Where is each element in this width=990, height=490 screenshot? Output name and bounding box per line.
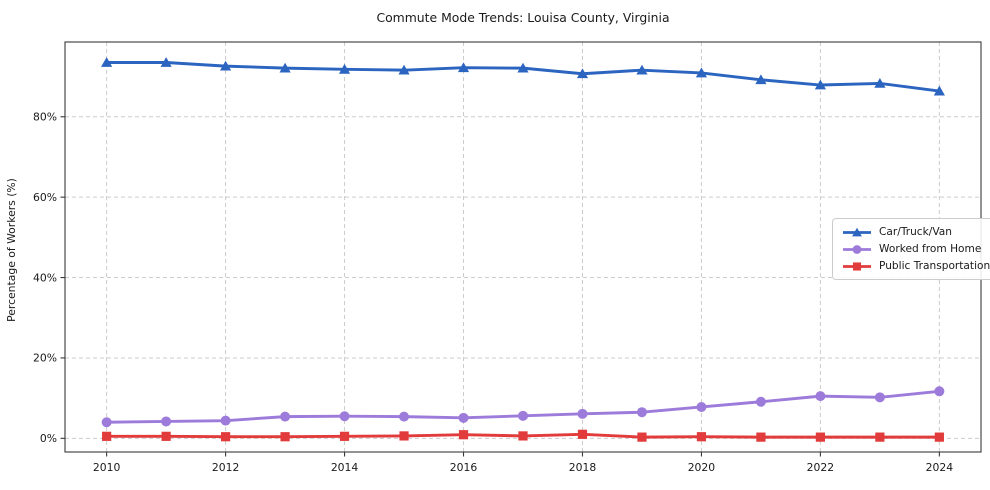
triangle-legend-sample-icon [843, 227, 871, 236]
circle-marker [815, 391, 826, 402]
triangle-marker [160, 57, 172, 67]
triangle-marker [576, 68, 589, 79]
square-marker [756, 432, 766, 442]
square-marker [934, 432, 944, 442]
series-public-transportation [102, 429, 944, 442]
circle-marker [934, 386, 945, 397]
x-tick-label: 2010 [93, 461, 121, 474]
circle-marker [161, 416, 172, 427]
x-tick-label: 2014 [331, 461, 359, 474]
circle-marker [577, 408, 588, 419]
square-marker [161, 431, 171, 441]
square-legend-sample-icon [843, 261, 871, 271]
legend: Car/Truck/Van Worked from Home Public Tran… [832, 218, 990, 280]
y-tick-label: 20% [33, 352, 57, 365]
triangle-marker [636, 64, 648, 75]
legend-item-car-truck-van: Car/Truck/Van [842, 224, 990, 240]
triangle-marker [457, 62, 470, 73]
circle-marker [101, 417, 112, 428]
triangle-marker [852, 227, 862, 236]
triangle-marker [755, 74, 767, 85]
square-marker [399, 431, 409, 441]
square-marker [577, 429, 588, 439]
square-marker [696, 432, 707, 442]
square-marker [458, 430, 469, 440]
circle-marker [220, 415, 231, 426]
circle-marker [755, 396, 766, 407]
circle-legend-sample-icon [843, 244, 871, 254]
triangle-marker [933, 85, 945, 96]
circle-marker [458, 412, 469, 423]
series-car-truck-van [101, 57, 945, 96]
triangle-marker [101, 57, 113, 67]
circle-marker [339, 411, 350, 422]
y-tick-label: 80% [33, 111, 57, 124]
x-tick-label: 2022 [807, 461, 834, 474]
chart-title: Commute Mode Trends: Louisa County, Virg… [376, 10, 669, 25]
y-tick-label: 0% [40, 432, 57, 445]
x-tick-label: 2018 [569, 461, 597, 474]
data-series [101, 57, 945, 442]
square-marker [220, 432, 231, 442]
triangle-marker [219, 60, 232, 71]
triangle-marker [517, 62, 529, 73]
legend-label: Worked from Home [879, 243, 982, 255]
x-tick-label: 2016 [450, 461, 478, 474]
square-marker [518, 431, 528, 441]
square-marker [339, 431, 350, 441]
y-axis-label: Percentage of Workers (%) [5, 178, 18, 322]
triangle-marker [398, 64, 410, 75]
circle-marker [518, 410, 528, 421]
circle-marker [852, 244, 862, 254]
circle-marker [280, 411, 291, 422]
square-marker [875, 432, 885, 442]
x-tick-label: 2024 [926, 461, 954, 474]
square-marker [852, 261, 862, 271]
gridlines [65, 42, 981, 452]
square-marker [815, 432, 826, 442]
circle-marker [636, 407, 647, 418]
legend-item-public-transportation: Public Transportation [842, 258, 990, 274]
square-marker [102, 431, 112, 441]
x-tick-label: 2020 [688, 461, 716, 474]
triangle-marker [338, 63, 351, 74]
circle-marker [696, 401, 707, 412]
triangle-marker [874, 78, 886, 88]
series-worked-from-home [101, 386, 945, 428]
triangle-marker [695, 67, 708, 78]
legend-label: Public Transportation [879, 260, 990, 272]
legend-item-worked-from-home: Worked from Home [842, 241, 990, 257]
legend-label: Car/Truck/Van [879, 226, 952, 238]
y-tick-label: 40% [33, 271, 57, 284]
triangle-marker [814, 79, 827, 90]
circle-marker [874, 392, 885, 403]
triangle-marker [279, 62, 291, 73]
square-marker [637, 432, 647, 442]
x-tick-label: 2012 [212, 461, 239, 474]
circle-marker [399, 411, 410, 422]
axis-ticks: 2010 2012 2014 2016 2018 2020 2022 2024 0% 20% 40%… [33, 111, 953, 474]
y-tick-label: 60% [33, 191, 57, 204]
square-marker [280, 432, 290, 442]
